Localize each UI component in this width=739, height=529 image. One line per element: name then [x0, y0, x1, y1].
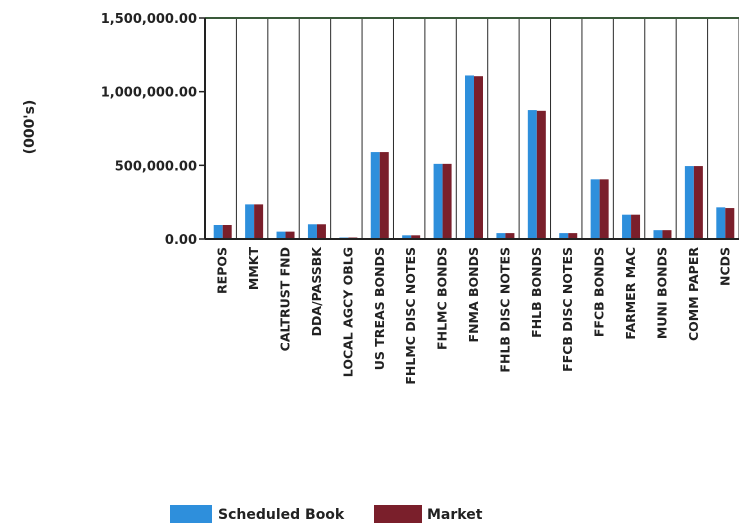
bar-market-muni-bonds — [662, 230, 672, 239]
y-tick-label: 1,500,000.00 — [101, 12, 197, 27]
x-tick-label-fhlmc-bonds: FHLMC BONDS — [435, 247, 450, 350]
bar-market-ncds — [725, 208, 735, 239]
bar-scheduled-book-comm-paper — [684, 166, 694, 239]
x-axis-labels: REPOS MMKT CALTRUST FND DDA/PASSBK LOCAL AGC… — [215, 246, 733, 385]
bar-market-mmkt — [254, 204, 264, 239]
bar-scheduled-book-ffcb-bonds — [590, 179, 600, 239]
bar-market-repos — [222, 225, 232, 239]
bar-scheduled-book-mmkt — [245, 204, 255, 239]
bar-market-caltrust-fnd — [285, 231, 295, 239]
x-tick-label-fhlmc-disc-notes: FHLMC DISC NOTES — [403, 247, 418, 385]
bar-scheduled-book-fnma-bonds — [465, 75, 474, 240]
legend-label-market: Market — [427, 507, 483, 523]
x-tick-label-dda-passbk: DDA/PASSBK — [309, 246, 324, 337]
bars — [213, 75, 735, 240]
bar-scheduled-book-dda-passbk — [307, 224, 317, 239]
bar-market-fhlmc-bonds — [442, 163, 452, 239]
bar-scheduled-book-us-treas-bonds — [370, 152, 380, 239]
plot-frame — [204, 17, 739, 240]
x-tick-label-caltrust-fnd: CALTRUST FND — [278, 247, 293, 351]
x-tick-label-mmkt: MMKT — [246, 247, 261, 291]
bar-scheduled-book-muni-bonds — [653, 230, 663, 239]
bar-scheduled-book-fhlmc-bonds — [433, 163, 443, 239]
x-tick-label-repos: REPOS — [215, 247, 230, 294]
bar-scheduled-book-fhlmc-disc-notes — [402, 235, 412, 239]
x-tick-label-us-treas-bonds: US TREAS BONDS — [372, 247, 387, 370]
bar-market-fhlb-bonds — [536, 110, 546, 239]
x-tick-label-fhlb-bonds: FHLB BONDS — [529, 247, 544, 338]
bar-market-farmer-mac — [631, 214, 641, 239]
y-tick-label: 1,000,000.00 — [101, 86, 197, 101]
bar-scheduled-book-fhlb-disc-notes — [496, 233, 506, 239]
x-tick-label-fhlb-disc-notes: FHLB DISC NOTES — [497, 247, 512, 373]
bar-scheduled-book-caltrust-fnd — [276, 231, 286, 239]
grid-lines — [204, 18, 739, 239]
bar-market-ffcb-bonds — [599, 179, 609, 239]
legend-swatch-scheduled-book — [170, 505, 212, 523]
bar-scheduled-book-ffcb-disc-notes — [559, 233, 569, 239]
bar-market-fhlmc-disc-notes — [411, 235, 421, 239]
legend-swatch-market — [374, 505, 422, 523]
bar-market-fhlb-disc-notes — [505, 233, 515, 239]
y-axis-ticks: 0.00 500,000.00 1,000,000.00 1,500,000.00 — [101, 12, 205, 248]
y-tick-label: 500,000.00 — [115, 159, 197, 174]
legend-label-scheduled-book: Scheduled Book — [218, 507, 345, 523]
x-tick-label-ffcb-bonds: FFCB BONDS — [592, 247, 607, 337]
x-tick-label-ncds: NCDS — [717, 247, 732, 286]
x-tick-label-local-agcy-oblg: LOCAL AGCY OBLG — [340, 247, 355, 377]
bar-market-ffcb-disc-notes — [568, 233, 578, 239]
bar-market-comm-paper — [693, 166, 703, 239]
bar-scheduled-book-farmer-mac — [622, 214, 632, 239]
legend: Scheduled Book Market — [170, 505, 483, 523]
x-tick-label-muni-bonds: MUNI BONDS — [654, 247, 669, 339]
bar-scheduled-book-ncds — [716, 207, 726, 239]
x-tick-label-comm-paper: COMM PAPER — [686, 247, 701, 341]
bar-scheduled-book-repos — [213, 225, 223, 239]
x-tick-label-farmer-mac: FARMER MAC — [623, 247, 638, 340]
x-tick-label-ffcb-disc-notes: FFCB DISC NOTES — [560, 247, 575, 372]
y-axis-label: (000's) — [22, 100, 38, 155]
bar-market-us-treas-bonds — [379, 152, 389, 239]
y-tick-label: 0.00 — [165, 233, 197, 248]
x-tick-label-fnma-bonds: FNMA BONDS — [466, 247, 481, 342]
bar-market-fnma-bonds — [474, 76, 483, 240]
bar-market-dda-passbk — [316, 224, 326, 239]
bar-scheduled-book-fhlb-bonds — [527, 110, 537, 239]
